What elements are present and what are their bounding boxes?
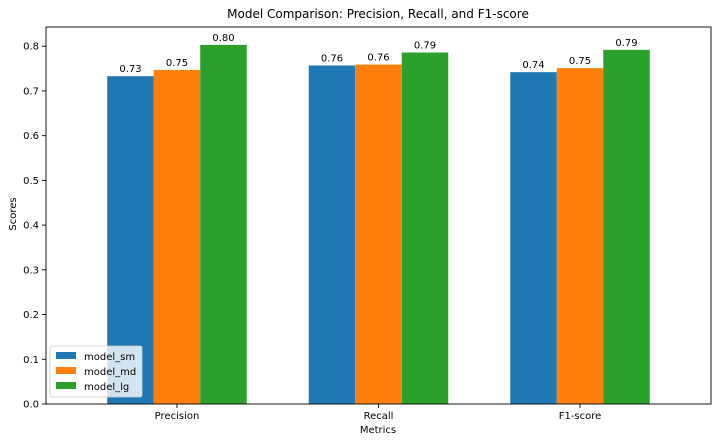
y-tick-label: 0.6 <box>23 131 39 142</box>
y-tick-label: 0.4 <box>23 221 39 232</box>
data-label: 0.79 <box>615 38 637 49</box>
y-tick-label: 0.8 <box>23 42 39 53</box>
y-tick-label: 0.3 <box>23 265 39 276</box>
legend-swatch-model_md <box>56 367 76 374</box>
y-tick-label: 0.0 <box>23 400 39 411</box>
bar-model_md-f1-score <box>556 68 604 405</box>
plot-area: 0.73 0.76 0.74 0.75 0.76 0.75 0.80 0.79 0.79 0.0 0… <box>23 26 712 422</box>
y-tick-label: 0.5 <box>23 176 39 187</box>
bar-model_md-precision <box>153 69 201 405</box>
data-label: 0.75 <box>569 56 591 67</box>
bar-model_lg-recall <box>401 52 449 405</box>
data-label: 0.76 <box>367 53 389 64</box>
bar-model_sm-f1-score <box>510 72 557 404</box>
data-label: 0.73 <box>119 64 141 75</box>
chart-title: Model Comparison: Precision, Recall, and… <box>227 7 529 21</box>
y-tick-label: 0.7 <box>23 86 39 97</box>
bar-model_sm-recall <box>308 65 356 404</box>
bar-model_md-recall <box>355 64 402 405</box>
y-tick-label: 0.1 <box>23 355 39 366</box>
data-label: 0.75 <box>166 58 188 69</box>
legend-label: model_sm <box>84 352 135 363</box>
bar-model_lg-f1-score <box>603 49 650 404</box>
legend-swatch-model_sm <box>56 352 76 359</box>
data-label: 0.74 <box>522 60 544 71</box>
bar-model_lg-precision <box>200 44 247 405</box>
data-label: 0.79 <box>414 40 436 51</box>
x-tick-label: Recall <box>364 411 394 422</box>
x-axis-title: Metrics <box>360 425 396 436</box>
legend-label: model_md <box>84 367 136 378</box>
y-tick-label: 0.2 <box>23 310 39 321</box>
y-axis-title: Scores <box>8 197 19 230</box>
data-label: 0.80 <box>212 33 234 44</box>
x-tick-label: F1-score <box>559 411 602 422</box>
x-tick-label: Precision <box>155 411 200 422</box>
legend-label: model_lg <box>84 382 129 393</box>
data-label: 0.76 <box>321 53 343 64</box>
legend-swatch-model_lg <box>56 382 76 389</box>
